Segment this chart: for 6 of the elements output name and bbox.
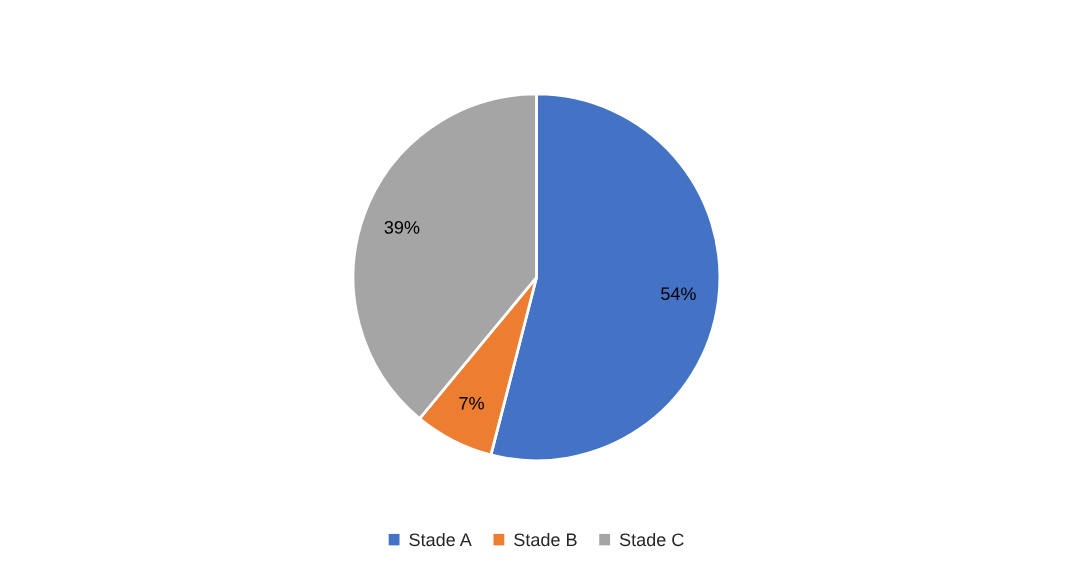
data-label: 39% [384,220,420,234]
legend-label: Stade A [409,532,472,547]
data-label: 7% [459,396,484,410]
data-label: 54% [661,287,696,301]
legend-label: Stade C [619,532,684,547]
legend-label: Stade B [514,532,577,547]
